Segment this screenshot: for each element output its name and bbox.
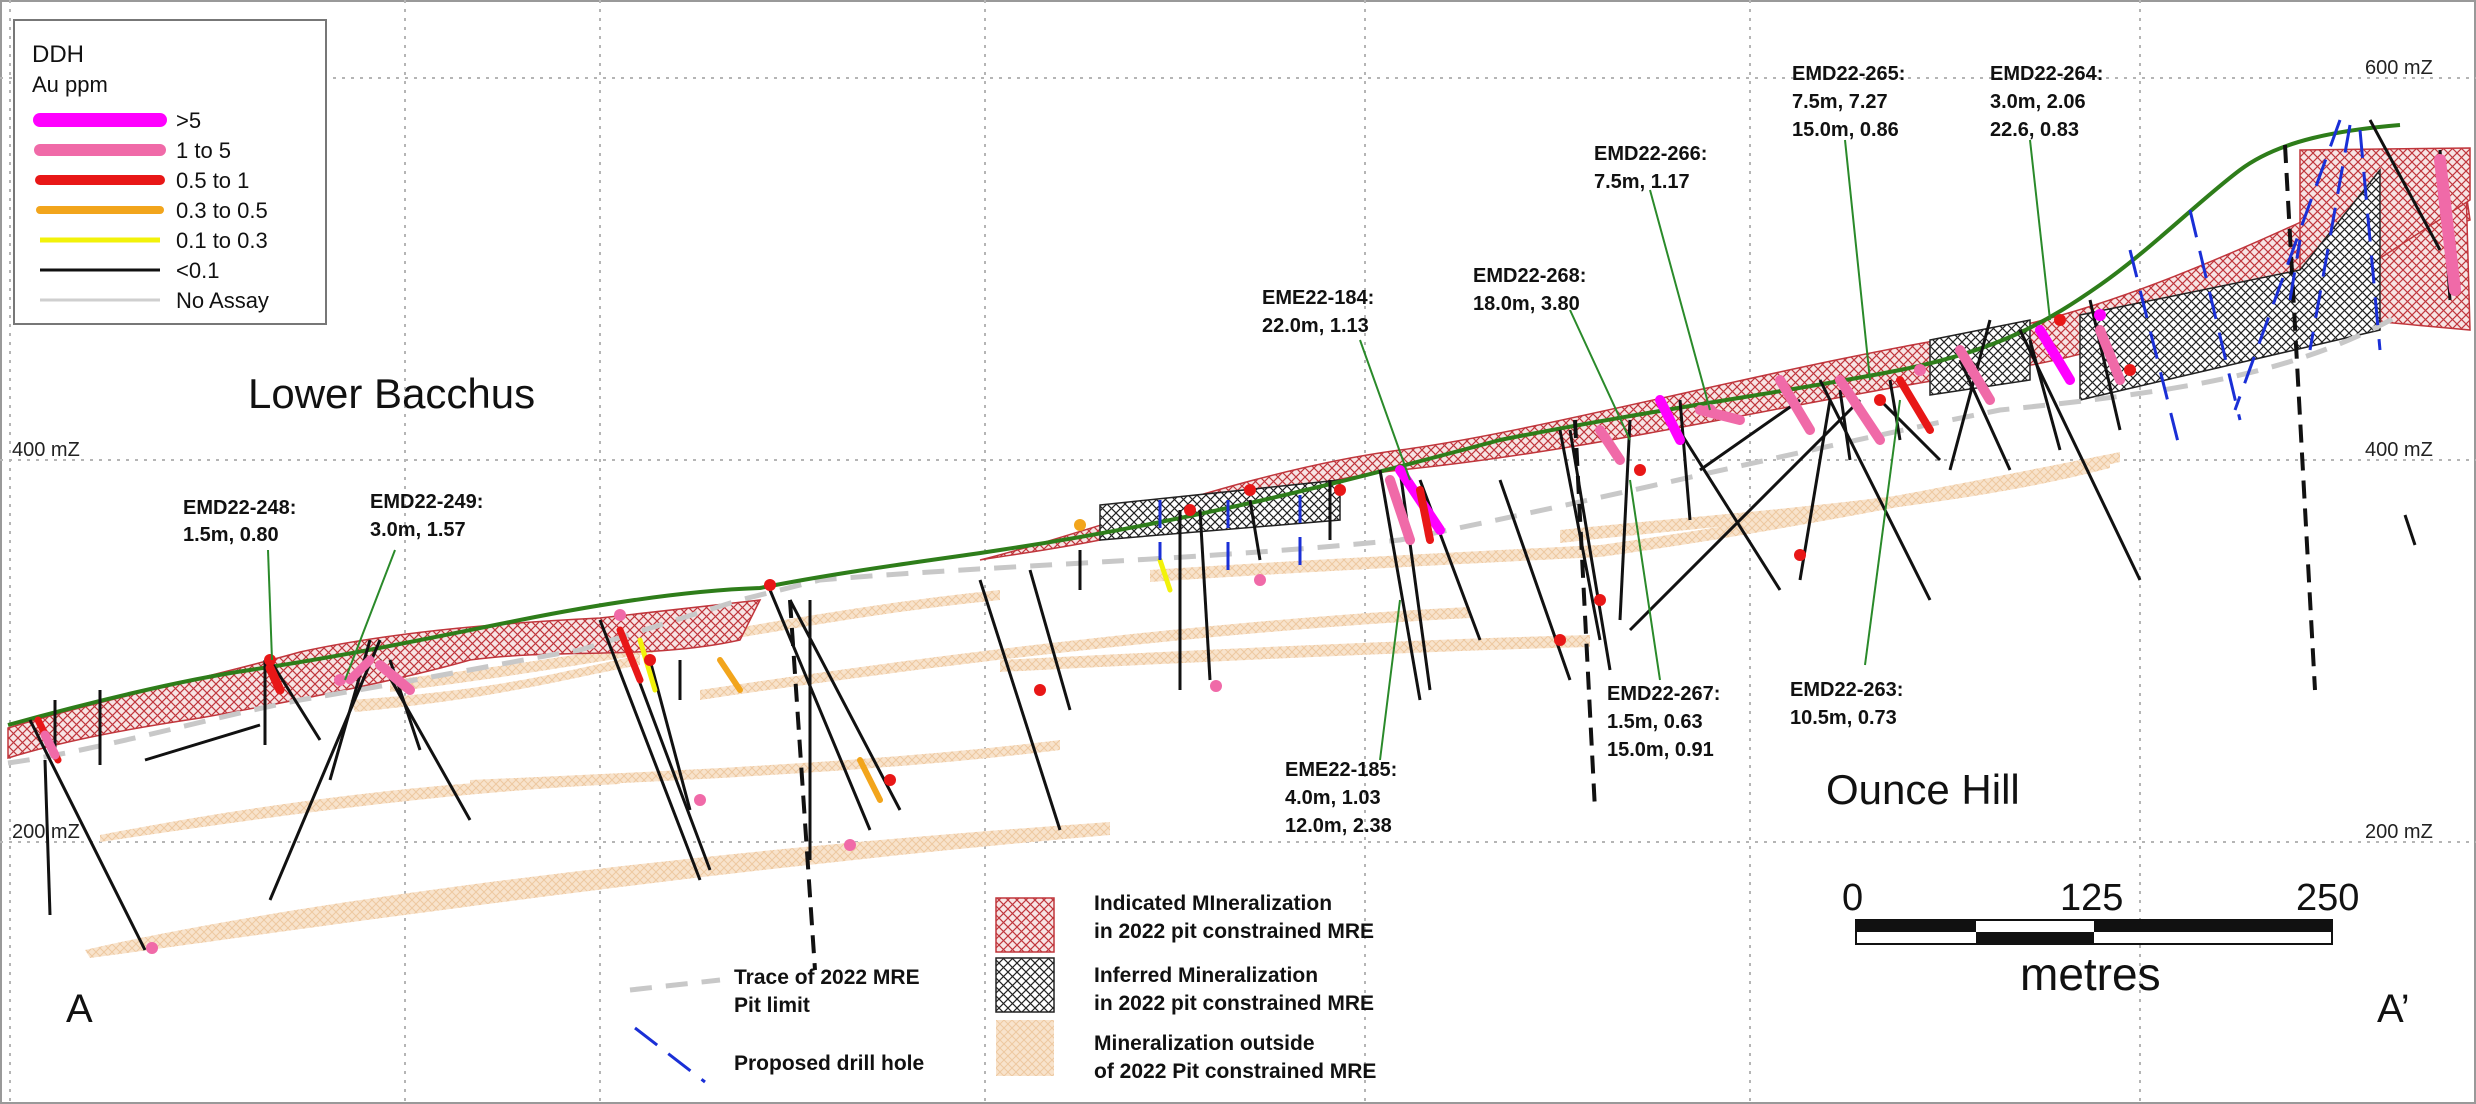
pit-trace-swatch [629, 977, 721, 993]
svg-text:<0.1: <0.1 [176, 258, 219, 283]
legend-item-1-5: 1 to 5 [34, 138, 231, 163]
svg-text:0.3 to 0.5: 0.3 to 0.5 [176, 198, 268, 223]
inferred-label-2: in 2022 pit constrained MRE [1094, 992, 1374, 1015]
indicated-swatch [995, 897, 1055, 953]
section-end-a-prime: A’ [2377, 987, 2410, 1031]
svg-text:10.5m, 0.73: 10.5m, 0.73 [1790, 707, 1897, 729]
dashed-drill-holes [788, 144, 2317, 971]
legend-title: DDH [32, 41, 84, 68]
legend-item-no-assay: No Assay [40, 288, 269, 313]
proposed-hole-label: Proposed drill hole [734, 1052, 924, 1075]
bottom-legend: Trace of 2022 MRE Pit limit Proposed dri… [629, 892, 1376, 1084]
topography-line [7, 123, 2401, 727]
svg-text:1.5m, 0.80: 1.5m, 0.80 [183, 524, 279, 546]
legend-item-lt01: <0.1 [40, 258, 219, 283]
svg-text:3.0m, 2.06: 3.0m, 2.06 [1990, 91, 2086, 113]
indicated-label-1: Indicated MIneralization [1094, 892, 1332, 915]
scale-unit: metres [2020, 948, 2161, 1000]
legend-item-03-05: 0.3 to 0.5 [36, 198, 268, 223]
svg-text:12.0m, 2.38: 12.0m, 2.38 [1285, 815, 1392, 837]
inferred-label-1: Inferred Mineralization [1094, 964, 1318, 987]
pit-trace-label-1: Trace of 2022 MRE [734, 966, 920, 989]
svg-text:22.6, 0.83: 22.6, 0.83 [1990, 119, 2079, 141]
scale-bar: 0 125 250 metres [1842, 877, 2359, 1000]
svg-text:EMD22-265:: EMD22-265: [1792, 63, 1905, 85]
svg-text:EMD22-268:: EMD22-268: [1473, 265, 1586, 287]
svg-text:7.5m, 1.17: 7.5m, 1.17 [1594, 171, 1690, 193]
area-label-ounce-hill: Ounce Hill [1826, 766, 2020, 813]
scale-tick-125: 125 [2060, 877, 2123, 919]
svg-text:EME22-185:: EME22-185: [1285, 759, 1397, 781]
svg-text:EMD22-266:: EMD22-266: [1594, 143, 1707, 165]
svg-text:0.1 to 0.3: 0.1 to 0.3 [176, 228, 268, 253]
svg-text:EME22-184:: EME22-184: [1262, 287, 1374, 309]
assay-dots [146, 309, 2136, 954]
elevation-label-400-right: 400 mZ [2365, 439, 2433, 461]
callout-lines [267, 139, 2051, 761]
svg-text:EMD22-249:: EMD22-249: [370, 491, 483, 513]
indicated-label-2: in 2022 pit constrained MRE [1094, 920, 1374, 943]
svg-text:15.0m, 0.86: 15.0m, 0.86 [1792, 119, 1899, 141]
scale-tick-0: 0 [1842, 877, 1863, 919]
elevation-label-600-right: 600 mZ [2365, 57, 2433, 79]
proposed-hole-swatch [634, 1026, 706, 1084]
svg-text:3.0m, 1.57: 3.0m, 1.57 [370, 519, 466, 541]
svg-text:EMD22-267:: EMD22-267: [1607, 683, 1720, 705]
grade-legend: DDH Au ppm >5 1 to 5 0.5 to 1 0.3 to 0.5… [13, 19, 327, 325]
legend-item-gt5: >5 [33, 108, 201, 133]
hole-label-emd22-266: EMD22-266: 7.5m, 1.17 [1594, 143, 1707, 193]
svg-text:EMD22-248:: EMD22-248: [183, 497, 296, 519]
svg-text:1 to 5: 1 to 5 [176, 138, 231, 163]
outside-label-1: Mineralization outside [1094, 1032, 1315, 1055]
legend-item-05-1: 0.5 to 1 [35, 168, 249, 193]
hole-label-eme22-185: EME22-185: 4.0m, 1.03 12.0m, 2.38 [1285, 759, 1397, 837]
hole-label-emd22-267: EMD22-267: 1.5m, 0.63 15.0m, 0.91 [1607, 683, 1720, 761]
scale-tick-250: 250 [2296, 877, 2359, 919]
svg-text:0.5 to 1: 0.5 to 1 [176, 168, 249, 193]
svg-text:EMD22-263:: EMD22-263: [1790, 679, 1903, 701]
area-label-lower-bacchus: Lower Bacchus [248, 370, 535, 417]
outside-label-2: of 2022 Pit constrained MRE [1094, 1060, 1376, 1083]
hole-label-emd22-248: EMD22-248: 1.5m, 0.80 [183, 497, 296, 546]
svg-text:EMD22-264:: EMD22-264: [1990, 63, 2103, 85]
hole-label-emd22-263: EMD22-263: 10.5m, 0.73 [1790, 679, 1903, 729]
hole-label-emd22-268: EMD22-268: 18.0m, 3.80 [1473, 265, 1586, 315]
hole-label-eme22-184: EME22-184: 22.0m, 1.13 [1262, 287, 1374, 337]
inferred-swatch [995, 957, 1055, 1013]
svg-text:7.5m, 7.27: 7.5m, 7.27 [1792, 91, 1888, 113]
section-end-a: A [66, 987, 93, 1031]
svg-text:1.5m, 0.63: 1.5m, 0.63 [1607, 711, 1703, 733]
hole-label-emd22-249: EMD22-249: 3.0m, 1.57 [370, 491, 483, 541]
legend-item-01-03: 0.1 to 0.3 [40, 228, 268, 253]
svg-text:15.0m, 0.91: 15.0m, 0.91 [1607, 739, 1714, 761]
proposed-drill-holes [1158, 119, 2382, 570]
svg-text:22.0m, 1.13: 22.0m, 1.13 [1262, 315, 1369, 337]
svg-text:18.0m, 3.80: 18.0m, 3.80 [1473, 293, 1580, 315]
hole-label-emd22-264: EMD22-264: 3.0m, 2.06 22.6, 0.83 [1990, 63, 2103, 141]
outside-swatch [996, 1020, 1054, 1076]
legend-subtitle: Au ppm [32, 72, 108, 97]
svg-text:4.0m, 1.03: 4.0m, 1.03 [1285, 787, 1381, 809]
svg-text:No Assay: No Assay [176, 288, 269, 313]
elevation-label-400-left: 400 mZ [12, 439, 80, 461]
elevation-label-200-right: 200 mZ [2365, 821, 2433, 843]
svg-text:>5: >5 [176, 108, 201, 133]
pit-limit-trace [7, 312, 2402, 766]
pit-trace-label-2: Pit limit [734, 994, 810, 1017]
hole-label-emd22-265: EMD22-265: 7.5m, 7.27 15.0m, 0.86 [1792, 63, 1905, 141]
